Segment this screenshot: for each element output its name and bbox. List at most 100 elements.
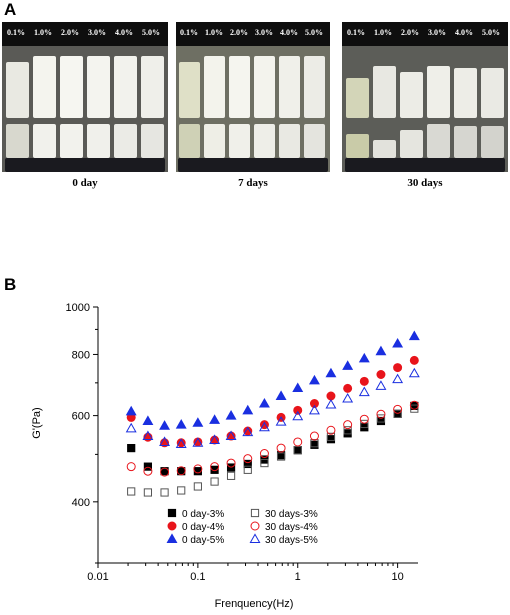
conc-label: 5.0% [482,28,500,37]
conc-label: 2.0% [230,28,248,37]
conc-label: 0.1% [347,28,365,37]
y-axis-label: G'(Pa) [31,407,43,438]
data-point [258,397,270,408]
photo-caption: 30 days [407,177,443,189]
data-point [326,435,336,444]
data-point [293,446,302,455]
photo-header [342,22,508,46]
vial [141,56,164,118]
data-point [127,487,136,496]
x-axis-label: Frenquency(Hz) [215,598,294,610]
data-point [210,465,219,474]
data-point [159,436,171,446]
data-point [408,367,420,378]
photo-header [176,22,330,46]
vial [6,62,29,118]
data-point [376,370,386,380]
data-point [409,355,419,365]
data-point [275,390,287,400]
data-point [343,420,353,430]
data-point [159,420,171,430]
data-point [276,443,286,453]
data-point [326,391,336,401]
vial [279,124,300,158]
data-point [326,425,336,435]
vial [427,124,450,158]
data-point [293,446,302,455]
data-point [376,409,386,419]
photo-header [2,22,168,46]
data-point [326,432,336,441]
vial [346,78,369,118]
vial [114,56,137,118]
vial [427,66,450,118]
data-point [175,419,187,429]
conc-label: 4.0% [455,28,473,37]
data-point [393,404,403,414]
data-point [392,373,404,384]
data-point [225,430,237,441]
legend-label: 0 day-3% [182,509,224,520]
vial [373,140,396,158]
conc-label: 2.0% [401,28,419,37]
data-point [176,466,186,476]
data-point [125,422,137,433]
vial [114,124,137,158]
x-tick-label: 1 [295,571,301,583]
photo-30-days: 0.1% 1.0% 2.0% 3.0% 4.0% 5.0% [342,22,508,172]
data-point [359,376,369,386]
vial [304,56,325,118]
data-point [342,360,354,370]
data-point [193,464,203,474]
data-point [210,462,220,472]
data-point [243,465,252,474]
vial-cap [178,158,328,172]
data-point [209,434,221,444]
conc-label: 0.1% [180,28,198,37]
y-tick-label: 1000 [66,302,90,314]
data-point [376,414,386,423]
conc-label: 4.0% [280,28,298,37]
data-point [375,380,387,390]
conc-label: 2.0% [61,28,79,37]
conc-label: 3.0% [88,28,106,37]
data-point [392,337,404,348]
vial [141,124,164,158]
data-point [242,426,254,437]
data-point [127,443,136,453]
data-point [343,429,352,438]
vial [279,56,300,118]
data-point [393,363,403,373]
panel-b-letter: B [4,275,17,294]
data-point [192,417,204,427]
data-point [393,409,402,418]
photo-0-day: 0.1% 1.0% 2.0% 3.0% 4.0% 5.0% [2,22,168,172]
vial [204,56,225,118]
vial [33,56,56,118]
data-point [276,452,286,461]
vial [454,68,477,118]
vial [179,62,200,118]
conc-label: 4.0% [115,28,133,37]
data-point [242,404,254,415]
data-point [225,410,237,420]
legend-label: 30 days-3% [265,509,318,520]
legend-marker [166,533,178,543]
data-point [292,382,304,393]
vial [229,124,250,158]
chart-marks [125,330,420,497]
vial [400,130,423,158]
data-point [358,352,370,363]
data-point [125,405,137,416]
vial [400,72,423,118]
vial [304,124,325,158]
vial [60,124,83,158]
vial [254,124,275,158]
conc-label: 5.0% [142,28,160,37]
data-point [359,414,369,424]
data-point [260,458,269,468]
data-point [258,421,270,432]
data-point [193,467,202,476]
vial [179,124,200,158]
data-point [408,330,420,341]
